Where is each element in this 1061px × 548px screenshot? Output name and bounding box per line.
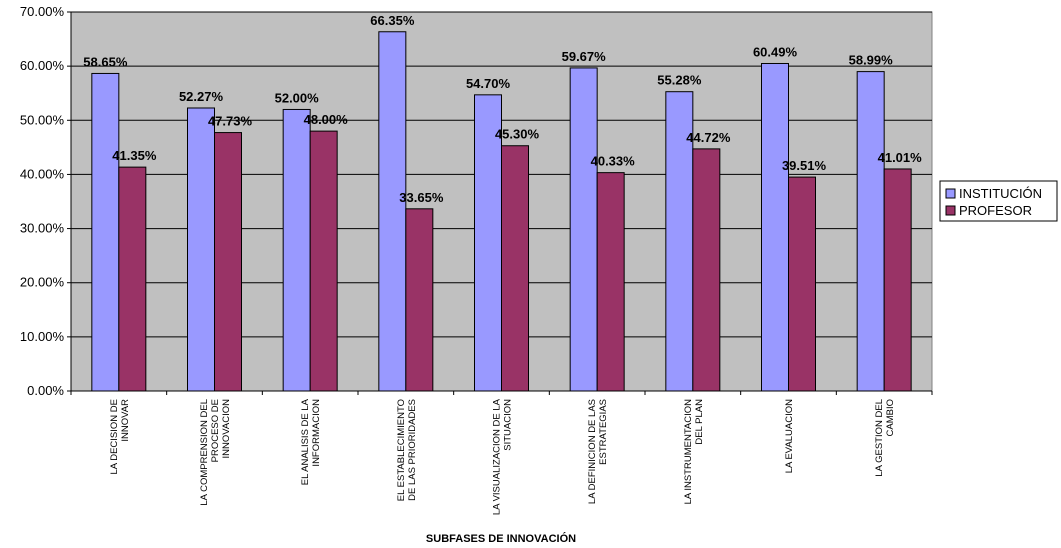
legend: INSTITUCIÓN PROFESOR (939, 180, 1058, 222)
bars (91, 31, 912, 392)
bar-institucion (282, 108, 311, 392)
x-category-label: LA VISUALIZACION DE LASITUACION (492, 398, 514, 515)
y-tick-label: 40.00% (20, 166, 65, 181)
y-tick-label: 70.00% (20, 4, 65, 19)
bar-profesor (118, 166, 147, 392)
data-label-institucion: 58.99% (849, 53, 894, 68)
data-label-profesor: 45.30% (495, 127, 540, 142)
x-category-label: LA DEFINICION DE LASESTRATEGIAS (587, 399, 609, 504)
bar-institucion (378, 31, 407, 392)
legend-label: PROFESOR (959, 203, 1032, 218)
data-label-profesor: 33.65% (399, 190, 444, 205)
bar-institucion (665, 91, 694, 392)
data-label-institucion: 59.67% (562, 49, 607, 64)
y-axis: 0.00% 10.00% 20.00% 30.00% 40.00% 50.00% 60.00… (20, 4, 72, 398)
bar-institucion (761, 62, 789, 392)
data-label-institucion: 54.70% (466, 76, 511, 91)
x-category-label: EL ANALISIS DE LAINFORMACION (300, 398, 322, 485)
data-label-profesor: 39.51% (782, 158, 827, 173)
bar-profesor (501, 145, 529, 392)
bar-profesor (883, 168, 912, 392)
data-label-institucion: 52.27% (179, 89, 224, 104)
y-tick-label: 30.00% (20, 221, 65, 236)
data-label-profesor: 40.33% (591, 154, 636, 169)
x-category-label: LA EVALUACION (784, 399, 795, 473)
bar-profesor (788, 176, 816, 392)
y-tick-label: 20.00% (20, 275, 65, 290)
bar-institucion (474, 94, 502, 392)
x-category-label: LA DECISION DEINNOVAR (109, 399, 131, 475)
data-labels: 58.65% 41.35% 52.27% 47.73% 52.00% 48.00% 66.3… (83, 13, 922, 205)
data-label-profesor: 44.72% (686, 130, 731, 145)
y-tick-label: 0.00% (27, 383, 64, 398)
x-category-label: LA COMPRENSION DELPROCESO DEINNOVACION (199, 399, 232, 506)
bar-profesor (596, 172, 625, 392)
bar-institucion (91, 72, 120, 392)
data-label-institucion: 58.65% (83, 54, 128, 69)
legend-swatch (945, 188, 956, 199)
x-axis: LA DECISION DEINNOVAR LA COMPRENSION DELP… (70, 390, 933, 515)
y-tick-label: 50.00% (20, 112, 65, 127)
bar-profesor (692, 148, 721, 392)
x-axis-title: SUBFASES DE INNOVACIÓN (426, 532, 576, 545)
data-label-profesor: 41.35% (112, 148, 157, 163)
legend-label: INSTITUCIÓN (959, 186, 1042, 201)
x-category-label: LA GESTION DELCAMBIO (874, 399, 896, 477)
bar-institucion (569, 67, 598, 392)
data-label-profesor: 47.73% (208, 114, 253, 129)
y-tick-label: 10.00% (20, 329, 65, 344)
legend-box (939, 180, 1058, 222)
bar-institucion (856, 71, 885, 392)
bar-profesor (405, 208, 434, 392)
x-category-label: EL ESTABLECIMIENTODE LAS PRIORIDADES (396, 399, 418, 501)
data-label-institucion: 55.28% (657, 73, 702, 88)
data-label-institucion: 66.35% (370, 13, 415, 28)
bar-profesor (214, 132, 242, 392)
y-tick-label: 60.00% (20, 58, 65, 73)
data-label-institucion: 52.00% (275, 90, 320, 105)
bar-profesor (309, 130, 338, 392)
data-label-profesor: 48.00% (304, 112, 349, 127)
data-label-profesor: 41.01% (878, 150, 923, 165)
x-category-label: LA INSTRUMENTACIONDEL PLAN (683, 399, 705, 505)
data-label-institucion: 60.49% (753, 44, 798, 59)
bar-institucion (187, 107, 215, 392)
legend-swatch (945, 205, 956, 216)
